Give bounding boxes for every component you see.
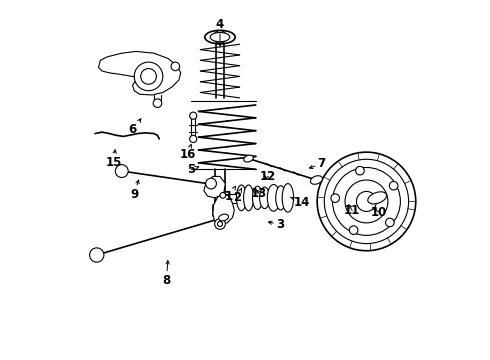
Circle shape [141,68,156,84]
Text: 15: 15 [105,150,122,168]
Text: 8: 8 [162,261,171,287]
Text: 6: 6 [128,119,141,136]
Circle shape [115,165,128,177]
Polygon shape [204,176,225,198]
Ellipse shape [244,155,253,162]
Text: 1: 1 [225,186,236,203]
Circle shape [171,62,180,71]
Circle shape [356,166,364,175]
Polygon shape [98,51,181,95]
Text: 5: 5 [187,163,198,176]
Circle shape [134,62,163,91]
Ellipse shape [368,192,387,204]
Circle shape [90,248,104,262]
Text: 10: 10 [371,206,387,219]
Circle shape [218,221,222,226]
Circle shape [331,194,340,202]
Circle shape [356,192,376,211]
Ellipse shape [276,186,286,210]
Ellipse shape [237,185,246,211]
Ellipse shape [268,184,280,211]
Circle shape [390,181,398,190]
Polygon shape [213,194,234,225]
Circle shape [220,193,226,198]
Ellipse shape [244,185,253,211]
Circle shape [317,152,416,251]
Ellipse shape [210,32,230,42]
Circle shape [386,218,394,227]
Circle shape [333,167,400,235]
Circle shape [153,99,162,108]
Circle shape [345,180,388,223]
Ellipse shape [260,187,270,208]
Circle shape [349,226,358,234]
Ellipse shape [252,186,263,210]
Circle shape [190,112,197,119]
Text: 14: 14 [291,195,310,209]
Circle shape [214,31,226,44]
Text: 13: 13 [251,187,268,200]
Circle shape [215,219,225,229]
Circle shape [206,178,217,189]
Text: 9: 9 [130,180,139,201]
Text: 7: 7 [309,157,326,170]
Ellipse shape [311,176,322,184]
Ellipse shape [282,184,294,212]
Text: 2: 2 [233,188,242,204]
Text: 16: 16 [180,144,196,162]
Text: 12: 12 [260,170,276,183]
Text: 11: 11 [344,204,360,217]
Ellipse shape [219,214,228,221]
Text: 3: 3 [269,218,284,231]
Circle shape [324,159,409,244]
Circle shape [190,135,197,143]
Ellipse shape [205,30,235,44]
Text: 4: 4 [216,18,224,46]
